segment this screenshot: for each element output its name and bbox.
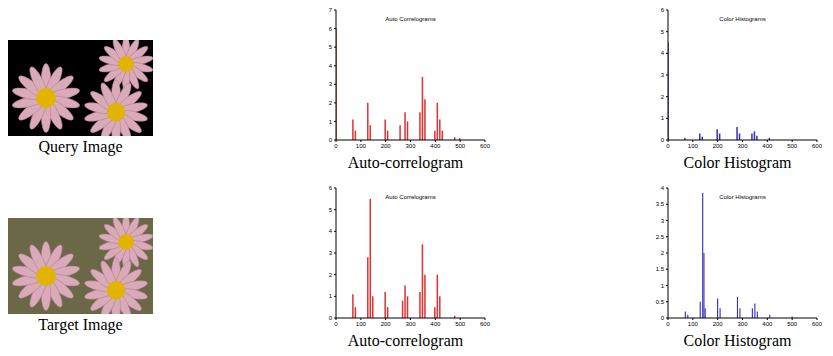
svg-text:0: 0 (329, 137, 333, 143)
svg-text:0.5: 0.5 (656, 299, 665, 305)
svg-text:200: 200 (381, 321, 392, 327)
svg-text:2: 2 (661, 250, 665, 256)
html-text:Auto-correlogram: Auto-correlogram (347, 332, 464, 349)
svg-text:400: 400 (762, 143, 773, 149)
svg-text:0: 0 (666, 321, 670, 327)
html-text:Color Histogram: Color Histogram (683, 332, 792, 349)
svg-text:100: 100 (688, 143, 699, 149)
svg-text:100: 100 (356, 143, 367, 149)
svg-text:5: 5 (329, 207, 333, 213)
html-text:Color Histogram: Color Histogram (683, 154, 792, 171)
html-text:Auto-correlogram: Auto-correlogram (347, 154, 464, 171)
svg-text:6: 6 (661, 7, 665, 13)
svg-text:600: 600 (480, 143, 491, 149)
svg-text:300: 300 (405, 143, 416, 149)
svg-text:6: 6 (329, 26, 333, 32)
svg-text:0: 0 (334, 321, 338, 327)
html-text:Color Histograms: Color Histograms (719, 16, 766, 22)
svg-text:1: 1 (661, 115, 665, 121)
svg-text:1: 1 (329, 293, 333, 299)
svg-text:0: 0 (661, 137, 665, 143)
html-text:Query Image: Query Image (38, 138, 123, 155)
svg-text:3: 3 (329, 81, 333, 87)
svg-text:2: 2 (329, 272, 333, 278)
svg-text:200: 200 (713, 321, 724, 327)
svg-text:0: 0 (661, 315, 665, 321)
svg-text:300: 300 (737, 143, 748, 149)
svg-text:0: 0 (329, 315, 333, 321)
svg-text:400: 400 (762, 321, 773, 327)
svg-text:3: 3 (661, 72, 665, 78)
svg-text:2: 2 (661, 94, 665, 100)
svg-text:100: 100 (688, 321, 699, 327)
svg-text:200: 200 (381, 143, 392, 149)
html-text:Color Histograms: Color Histograms (719, 194, 766, 200)
svg-text:3: 3 (661, 218, 665, 224)
svg-text:500: 500 (787, 321, 798, 327)
html-text:Target Image: Target Image (38, 316, 123, 333)
svg-text:1: 1 (329, 119, 333, 125)
svg-text:200: 200 (713, 143, 724, 149)
html-text:Auto Correlograms: Auto Correlograms (385, 194, 436, 200)
svg-text:3: 3 (329, 250, 333, 256)
svg-text:4: 4 (329, 63, 333, 69)
svg-text:600: 600 (480, 321, 491, 327)
svg-text:600: 600 (812, 143, 823, 149)
svg-text:400: 400 (430, 321, 441, 327)
svg-text:4: 4 (661, 50, 665, 56)
svg-text:1: 1 (661, 283, 665, 289)
svg-text:7: 7 (329, 7, 333, 13)
svg-text:500: 500 (455, 143, 466, 149)
svg-text:4: 4 (661, 185, 665, 191)
svg-text:300: 300 (737, 321, 748, 327)
svg-text:2.5: 2.5 (656, 234, 665, 240)
svg-text:600: 600 (812, 321, 823, 327)
svg-text:500: 500 (455, 321, 466, 327)
svg-text:4: 4 (329, 228, 333, 234)
svg-text:6: 6 (329, 185, 333, 191)
svg-text:500: 500 (787, 143, 798, 149)
svg-text:0: 0 (666, 143, 670, 149)
html-text:Auto Correlograms: Auto Correlograms (385, 16, 436, 22)
svg-text:1.5: 1.5 (656, 266, 665, 272)
svg-text:3.5: 3.5 (656, 201, 665, 207)
svg-text:2: 2 (329, 100, 333, 106)
svg-text:5: 5 (329, 44, 333, 50)
svg-text:100: 100 (356, 321, 367, 327)
svg-text:5: 5 (661, 29, 665, 35)
svg-text:0: 0 (334, 143, 338, 149)
svg-text:300: 300 (405, 321, 416, 327)
svg-text:400: 400 (430, 143, 441, 149)
